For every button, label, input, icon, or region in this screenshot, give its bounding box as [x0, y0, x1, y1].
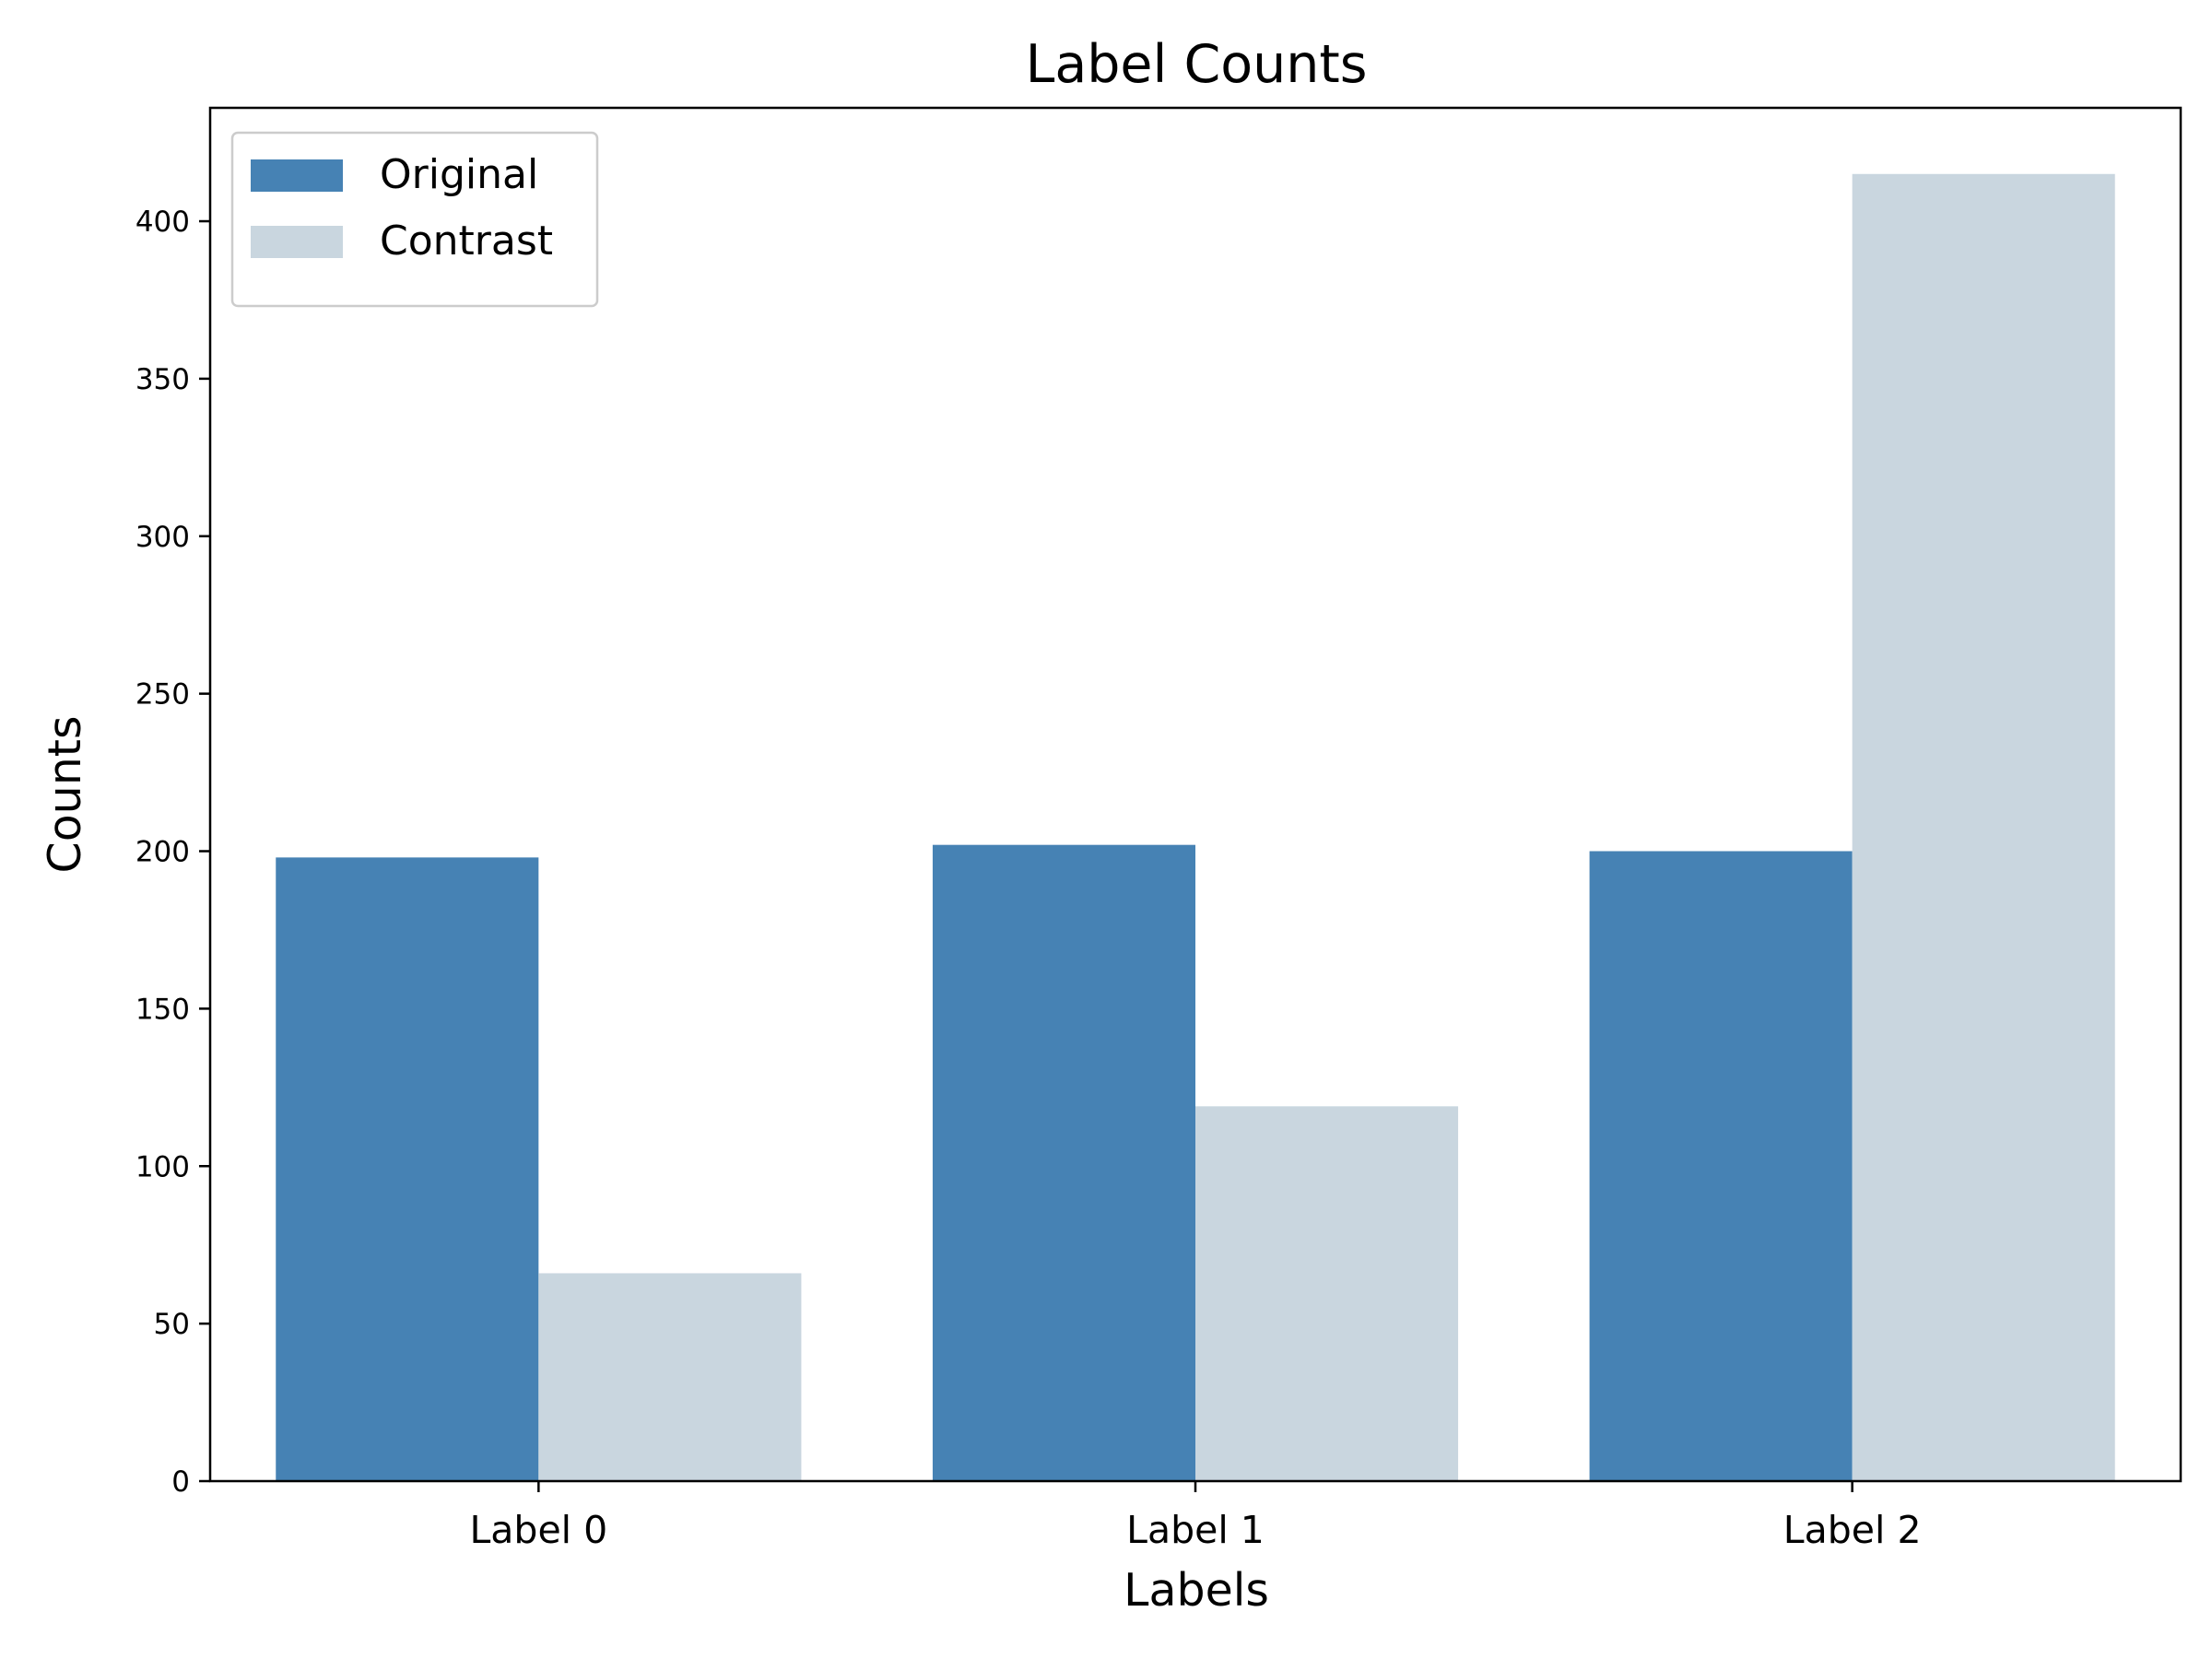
bar-original-1 — [932, 844, 1195, 1481]
y-tick-label-7: 350 — [135, 363, 190, 396]
chart-title: Label Counts — [1026, 34, 1368, 95]
y-tick-label-5: 250 — [135, 678, 190, 712]
bar-original-2 — [1589, 851, 1853, 1481]
bar-original-0 — [276, 857, 539, 1481]
y-axis-title: Counts — [39, 715, 91, 873]
x-axis: Label 0 Label 1 Label 2 — [469, 1481, 1922, 1552]
legend-swatch-original — [251, 159, 343, 192]
y-tick-label-8: 400 — [135, 206, 190, 239]
x-tick-label-1: Label 1 — [1126, 1508, 1265, 1552]
bar-contrast-0 — [538, 1273, 802, 1481]
y-tick-label-4: 200 — [135, 836, 190, 869]
x-tick-label-2: Label 2 — [1783, 1508, 1922, 1552]
x-axis-title: Labels — [1124, 1564, 1269, 1617]
plot-frame — [208, 106, 2183, 1483]
legend: Original Contrast — [230, 131, 599, 308]
legend-label-contrast: Contrast — [380, 218, 553, 265]
y-tick-label-1: 50 — [154, 1308, 190, 1341]
y-tick-label-0: 0 — [171, 1465, 190, 1499]
y-axis: 0 50 100 150 200 250 300 350 400 — [135, 206, 210, 1499]
bar-contrast-2 — [1852, 173, 2115, 1481]
bar-contrast-1 — [1195, 1106, 1459, 1481]
x-tick-label-0: Label 0 — [469, 1508, 607, 1552]
legend-label-original: Original — [380, 151, 538, 198]
y-tick-label-3: 150 — [135, 993, 190, 1026]
y-tick-label-6: 300 — [135, 521, 190, 554]
y-tick-label-2: 100 — [135, 1150, 190, 1183]
legend-swatch-contrast — [251, 226, 343, 258]
bars — [276, 173, 2115, 1481]
